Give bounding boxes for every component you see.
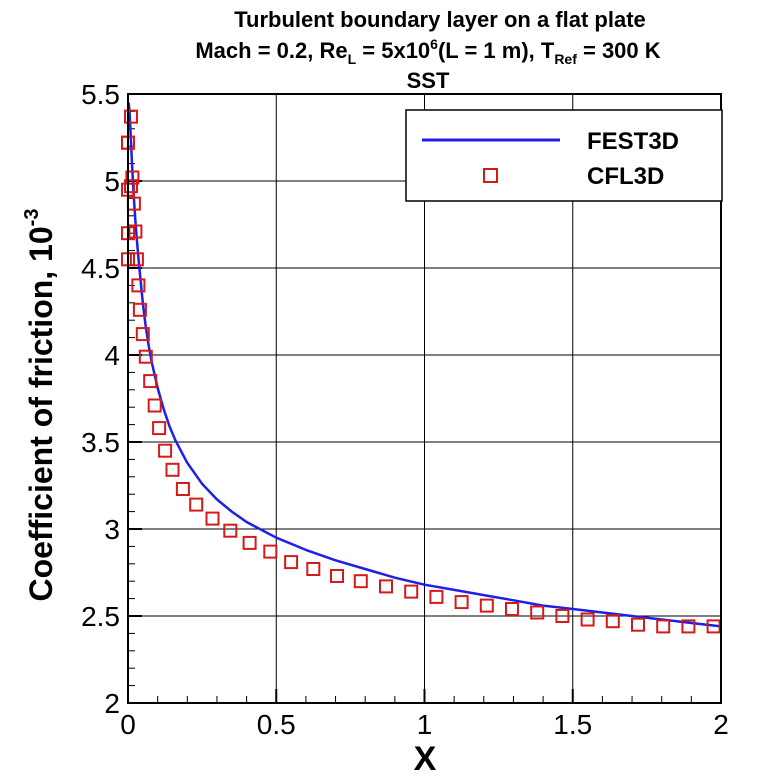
cfl3d-marker (147, 398, 162, 413)
cfl3d-marker (330, 569, 344, 583)
cfl3d-marker (580, 612, 595, 627)
chart-title-line1: Turbulent boundary layer on a flat plate (234, 7, 646, 32)
y-tick-label: 5 (104, 166, 120, 197)
cfl3d-marker (706, 619, 721, 634)
cfl3d-marker (379, 579, 393, 594)
x-tick-label: 1.5 (553, 709, 592, 740)
cfl3d-marker (656, 619, 671, 634)
legend-cfl3d-label: CFL3D (587, 163, 664, 190)
y-tick-label: 4.5 (81, 253, 120, 284)
cfl3d-marker (143, 374, 158, 389)
cfl3d-marker (124, 179, 138, 194)
cfl3d-marker (555, 609, 570, 623)
x-tick-labels: 0 0.5 1 1.5 2 (120, 709, 729, 740)
cfl3d-marker (284, 555, 299, 570)
fest3d-line (127, 102, 722, 628)
series-markers (121, 109, 721, 634)
legend-fest3d-label: FEST3D (587, 128, 679, 155)
y-tick-label: 2 (104, 688, 120, 719)
cfl3d-marker (263, 544, 278, 559)
cfl3d-marker (353, 574, 368, 589)
x-tick-label: 0.5 (257, 709, 296, 740)
cfl3d-marker (135, 327, 150, 342)
cfl3d-marker (205, 511, 220, 526)
x-tick-label: 0 (120, 709, 136, 740)
cfl3d-marker (404, 584, 419, 599)
cfl3d-marker (605, 614, 620, 629)
x-axis-label: X (414, 740, 437, 778)
cfl3d-marker (158, 443, 173, 458)
cfl3d-marker (129, 252, 144, 267)
cfl3d-marker (189, 497, 204, 512)
y-tick-label: 4 (104, 340, 120, 371)
cfl3d-marker (132, 302, 147, 317)
title-mach: Mach = 0.2, Re (195, 38, 347, 63)
cfl3d-marker (125, 170, 140, 185)
y-tick-labels: 2 2.5 3 3.5 4 4.5 5 5.5 (81, 79, 120, 719)
cfl3d-marker (152, 421, 167, 436)
cfl3d-marker (479, 598, 494, 613)
title-re-superscript: 6 (430, 36, 438, 52)
cfl3d-marker (530, 605, 545, 620)
y-tick-label: 3 (104, 514, 120, 545)
cfl3d-marker (124, 109, 138, 124)
y-tick-label: 5.5 (81, 79, 120, 110)
legend-cfl3d-swatch (483, 168, 498, 183)
cfl3d-marker (128, 224, 143, 239)
series-lines (127, 102, 722, 628)
x-tick-label: 2 (713, 709, 729, 740)
title-t-subscript: Ref (554, 51, 577, 67)
cfl3d-marker (131, 278, 146, 293)
cfl3d-marker (175, 482, 190, 496)
chart-title-line3: SST (407, 68, 450, 93)
title-re-value: = 5x10 (356, 38, 430, 63)
title-re-subscript: L (348, 51, 357, 67)
title-length: (L = 1 m), T (438, 38, 555, 63)
cfl3d-marker (223, 523, 238, 538)
y-axis-label: Coefficient of friction, 10-3 (21, 209, 59, 602)
cfl3d-marker (681, 619, 696, 634)
cfl3d-marker (306, 562, 321, 576)
chart-title-line2: Mach = 0.2, ReL = 5x106(L = 1 m), TRef =… (195, 36, 660, 67)
plot-frame (127, 93, 722, 704)
y-tick-label: 2.5 (81, 601, 120, 632)
y-axis-label-text: Coefficient of friction, 10 (23, 226, 59, 601)
cfl3d-marker (165, 462, 180, 477)
y-axis-label-exponent: -3 (21, 209, 43, 227)
title-t-value: = 300 K (577, 38, 661, 63)
cfl3d-marker (454, 595, 469, 610)
cfl3d-marker (505, 602, 519, 616)
cfl3d-marker (631, 617, 645, 632)
legend: FEST3D CFL3D (405, 109, 723, 202)
y-tick-label: 3.5 (81, 427, 120, 458)
cfl3d-marker (429, 589, 444, 604)
cfl3d-marker (242, 535, 257, 550)
legend-box (405, 109, 723, 202)
x-tick-label: 1 (417, 709, 433, 740)
cfl3d-marker (138, 349, 153, 364)
